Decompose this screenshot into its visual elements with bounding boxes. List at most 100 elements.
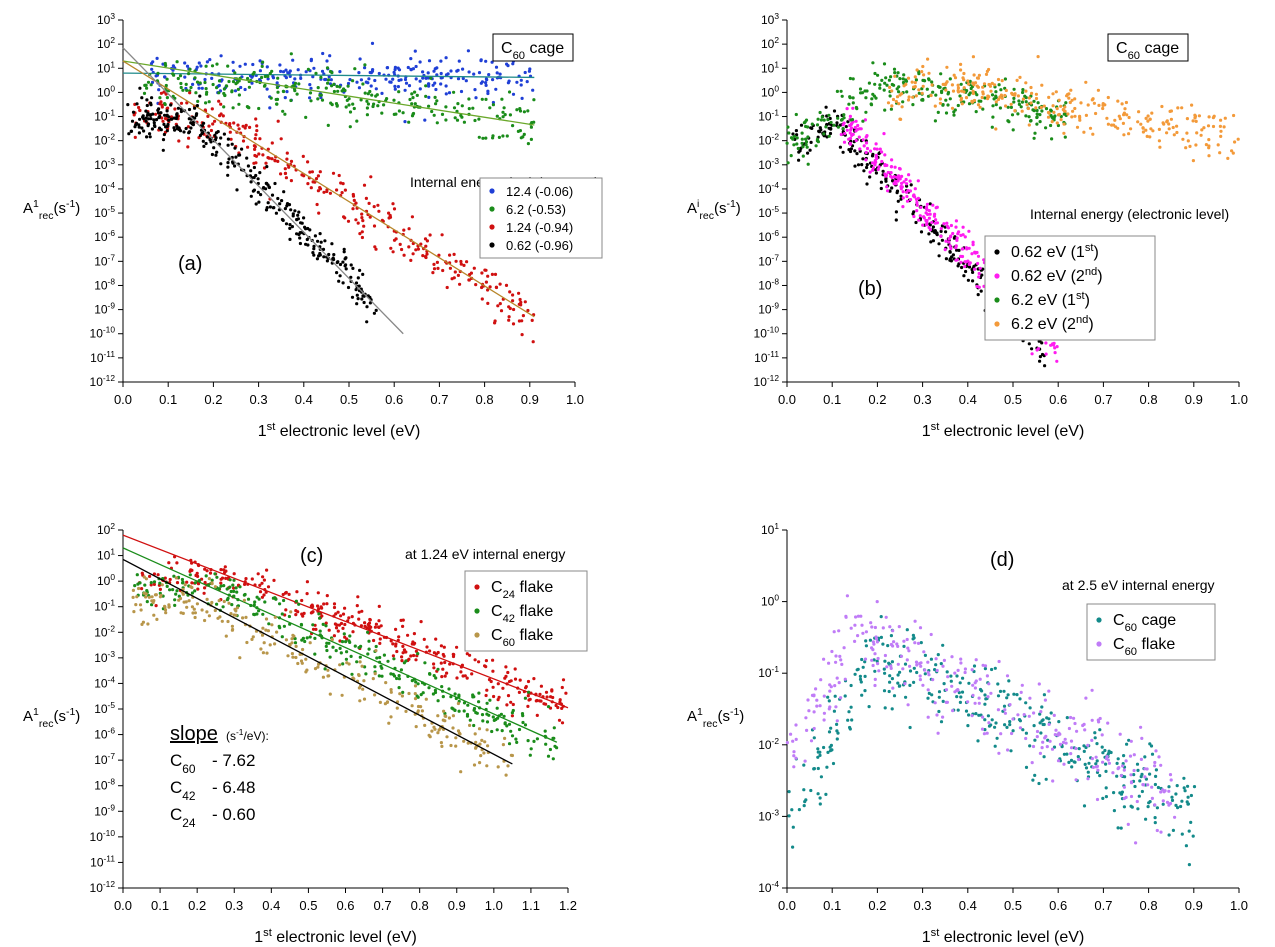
data-point: [432, 674, 436, 678]
data-point: [480, 97, 484, 101]
data-point: [511, 708, 515, 713]
y-tick-label: 10-1: [94, 108, 115, 124]
data-point: [1044, 352, 1048, 356]
data-point: [366, 81, 370, 85]
data-point: [514, 737, 518, 741]
data-point: [131, 110, 136, 114]
data-point: [389, 690, 393, 694]
data-point: [1143, 755, 1147, 759]
data-point: [299, 659, 304, 663]
data-point: [325, 594, 329, 598]
data-point: [484, 59, 488, 63]
data-point: [453, 270, 457, 274]
data-point: [150, 96, 154, 100]
data-point: [872, 94, 877, 98]
data-point: [948, 97, 952, 101]
data-point: [198, 133, 202, 138]
data-point: [321, 622, 325, 627]
data-point: [255, 595, 259, 599]
data-point: [486, 301, 490, 305]
data-point: [548, 747, 553, 752]
x-tick-label: 0.5: [299, 898, 317, 913]
data-point: [935, 713, 939, 717]
data-point: [368, 617, 372, 622]
data-point: [971, 279, 975, 283]
data-point: [263, 600, 267, 604]
data-point: [322, 602, 326, 606]
data-point: [886, 101, 891, 105]
data-point: [953, 76, 958, 80]
data-point: [294, 599, 298, 603]
data-point: [375, 93, 379, 97]
data-point: [1090, 738, 1094, 743]
data-point: [818, 704, 822, 708]
data-point: [991, 115, 995, 119]
data-point: [220, 619, 224, 623]
data-point: [288, 237, 292, 241]
data-point: [490, 729, 494, 734]
data-point: [351, 207, 355, 211]
data-point: [408, 97, 412, 102]
data-point: [1120, 102, 1124, 106]
data-point: [1004, 88, 1008, 93]
data-point: [835, 121, 839, 125]
data-point: [365, 626, 369, 630]
data-point: [954, 219, 959, 223]
data-point: [342, 250, 346, 254]
data-point: [1070, 98, 1074, 102]
data-point: [267, 156, 271, 160]
data-point: [187, 136, 191, 140]
data-point: [827, 113, 831, 117]
data-point: [480, 738, 484, 743]
data-point: [875, 640, 880, 644]
data-point: [256, 190, 260, 194]
data-point: [491, 669, 495, 673]
data-point: [488, 285, 492, 289]
data-point: [822, 132, 826, 136]
data-point: [1015, 693, 1019, 697]
data-point: [210, 152, 214, 157]
data-point: [366, 102, 370, 106]
data-point: [1009, 105, 1014, 109]
data-point: [876, 73, 880, 77]
y-tick-label: 10-11: [754, 349, 779, 365]
legend-marker: [489, 242, 495, 248]
data-point: [1032, 724, 1036, 728]
data-point: [428, 672, 432, 676]
data-point: [237, 127, 241, 131]
slope-value: - 0.60: [212, 805, 255, 824]
data-point: [524, 686, 528, 690]
data-point: [236, 87, 240, 91]
data-point: [967, 102, 972, 106]
data-point: [485, 764, 489, 768]
series-0: [149, 41, 535, 124]
data-point: [459, 770, 463, 774]
data-point: [255, 124, 259, 128]
data-point: [844, 615, 848, 619]
data-point: [801, 154, 805, 158]
data-point: [915, 68, 919, 72]
data-point: [1094, 755, 1098, 759]
data-point: [1181, 137, 1185, 141]
data-point: [486, 274, 490, 278]
data-point: [252, 612, 256, 617]
data-point: [273, 642, 277, 646]
data-point: [1094, 111, 1098, 116]
data-point: [419, 705, 423, 709]
data-point: [186, 145, 190, 149]
data-point: [1153, 816, 1157, 820]
data-point: [805, 728, 809, 733]
data-point: [546, 705, 551, 709]
data-point: [165, 129, 169, 133]
data-point: [786, 161, 790, 165]
data-point: [863, 674, 867, 679]
data-point: [944, 81, 948, 85]
data-point: [812, 710, 816, 714]
data-point: [152, 118, 156, 122]
data-point: [1041, 740, 1045, 744]
data-point: [440, 675, 444, 679]
data-point: [1097, 103, 1101, 107]
data-point: [364, 672, 368, 676]
data-point: [234, 82, 238, 86]
